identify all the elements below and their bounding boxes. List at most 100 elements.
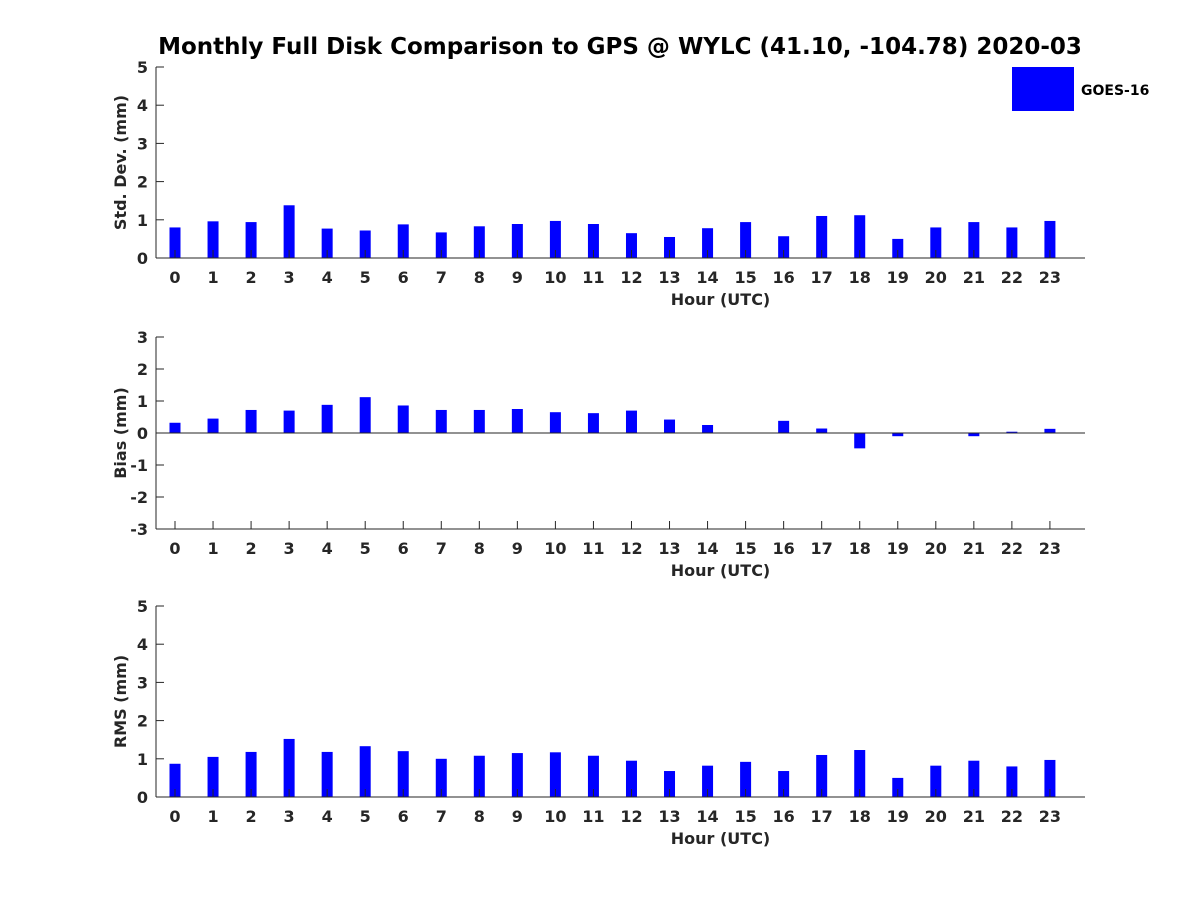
y-tick-label: -2 xyxy=(130,488,148,507)
bar xyxy=(435,409,447,433)
bar xyxy=(207,221,219,258)
bar xyxy=(930,765,942,797)
bar xyxy=(625,760,637,797)
bar xyxy=(740,222,752,258)
x-tick-label: 18 xyxy=(849,268,871,287)
x-tick-label: 10 xyxy=(544,807,566,826)
bar xyxy=(169,422,181,433)
bar xyxy=(245,409,257,433)
x-tick-label: 2 xyxy=(246,268,257,287)
x-tick-label: 6 xyxy=(398,539,409,558)
x-tick-label: 1 xyxy=(207,807,218,826)
x-axis-label: Hour (UTC) xyxy=(671,561,771,580)
x-tick-label: 20 xyxy=(925,539,947,558)
bar xyxy=(1006,431,1018,433)
bar xyxy=(854,433,866,449)
x-tick-label: 3 xyxy=(284,539,295,558)
x-tick-label: 5 xyxy=(360,268,371,287)
x-tick-label: 8 xyxy=(474,539,485,558)
x-tick-label: 5 xyxy=(360,807,371,826)
y-axis-label: Std. Dev. (mm) xyxy=(111,95,130,230)
bar xyxy=(473,409,485,433)
y-tick-label: 2 xyxy=(137,360,148,379)
x-tick-label: 8 xyxy=(474,807,485,826)
bar xyxy=(930,227,942,258)
bar xyxy=(397,224,409,258)
bar xyxy=(511,224,523,258)
x-tick-label: 10 xyxy=(544,539,566,558)
x-tick-label: 21 xyxy=(963,539,985,558)
x-tick-label: 10 xyxy=(544,268,566,287)
bar xyxy=(664,771,676,797)
x-tick-label: 13 xyxy=(658,539,680,558)
x-tick-label: 20 xyxy=(925,807,947,826)
x-tick-label: 9 xyxy=(512,539,523,558)
x-tick-label: 4 xyxy=(322,268,333,287)
legend-label: GOES-16 xyxy=(1081,83,1149,99)
x-tick-label: 15 xyxy=(734,807,756,826)
bar xyxy=(321,228,333,258)
y-tick-label: 1 xyxy=(137,750,148,769)
bar xyxy=(283,410,295,433)
bar xyxy=(1006,227,1018,258)
x-tick-label: 21 xyxy=(963,268,985,287)
bar xyxy=(968,433,980,437)
x-tick-label: 1 xyxy=(207,268,218,287)
bar xyxy=(283,738,295,797)
x-tick-label: 7 xyxy=(436,539,447,558)
bar xyxy=(473,226,485,258)
bar xyxy=(1044,428,1056,433)
y-axis-label: Bias (mm) xyxy=(111,387,130,479)
bar xyxy=(625,233,637,258)
x-tick-label: 13 xyxy=(658,807,680,826)
x-tick-label: 15 xyxy=(734,539,756,558)
y-tick-label: 0 xyxy=(137,788,148,807)
y-tick-label: 3 xyxy=(137,328,148,347)
x-tick-label: 9 xyxy=(512,268,523,287)
bar xyxy=(854,750,866,797)
y-tick-label: 4 xyxy=(137,635,148,654)
x-tick-label: 5 xyxy=(360,539,371,558)
bar xyxy=(702,765,714,797)
bar xyxy=(892,238,904,258)
x-tick-label: 18 xyxy=(849,539,871,558)
bar xyxy=(587,224,599,258)
x-tick-label: 19 xyxy=(887,807,909,826)
x-tick-label: 16 xyxy=(773,807,795,826)
y-tick-label: 1 xyxy=(137,211,148,230)
x-tick-label: 22 xyxy=(1001,268,1023,287)
bar xyxy=(816,428,828,433)
x-tick-label: 6 xyxy=(398,268,409,287)
bar xyxy=(1006,766,1018,797)
x-tick-label: 23 xyxy=(1039,268,1061,287)
chart-title: Monthly Full Disk Comparison to GPS @ WY… xyxy=(158,34,1082,60)
x-tick-label: 18 xyxy=(849,807,871,826)
bar xyxy=(625,410,637,433)
bar xyxy=(321,404,333,433)
bar xyxy=(359,746,371,797)
bar xyxy=(397,751,409,797)
bar xyxy=(892,777,904,797)
x-axis-label: Hour (UTC) xyxy=(671,290,771,309)
bar xyxy=(664,236,676,258)
bar xyxy=(587,755,599,797)
x-tick-label: 22 xyxy=(1001,539,1023,558)
bar xyxy=(169,763,181,797)
bar xyxy=(245,222,257,258)
y-tick-label: 5 xyxy=(137,597,148,616)
bar xyxy=(968,222,980,258)
bar xyxy=(892,433,904,437)
x-tick-label: 1 xyxy=(207,539,218,558)
bar xyxy=(587,413,599,433)
y-tick-label: 1 xyxy=(137,392,148,411)
x-tick-label: 4 xyxy=(322,807,333,826)
x-tick-label: 2 xyxy=(246,539,257,558)
bar xyxy=(321,751,333,797)
x-tick-label: 14 xyxy=(696,268,718,287)
x-tick-label: 21 xyxy=(963,807,985,826)
bar xyxy=(549,220,561,258)
x-tick-label: 14 xyxy=(696,539,718,558)
x-tick-label: 4 xyxy=(322,539,333,558)
